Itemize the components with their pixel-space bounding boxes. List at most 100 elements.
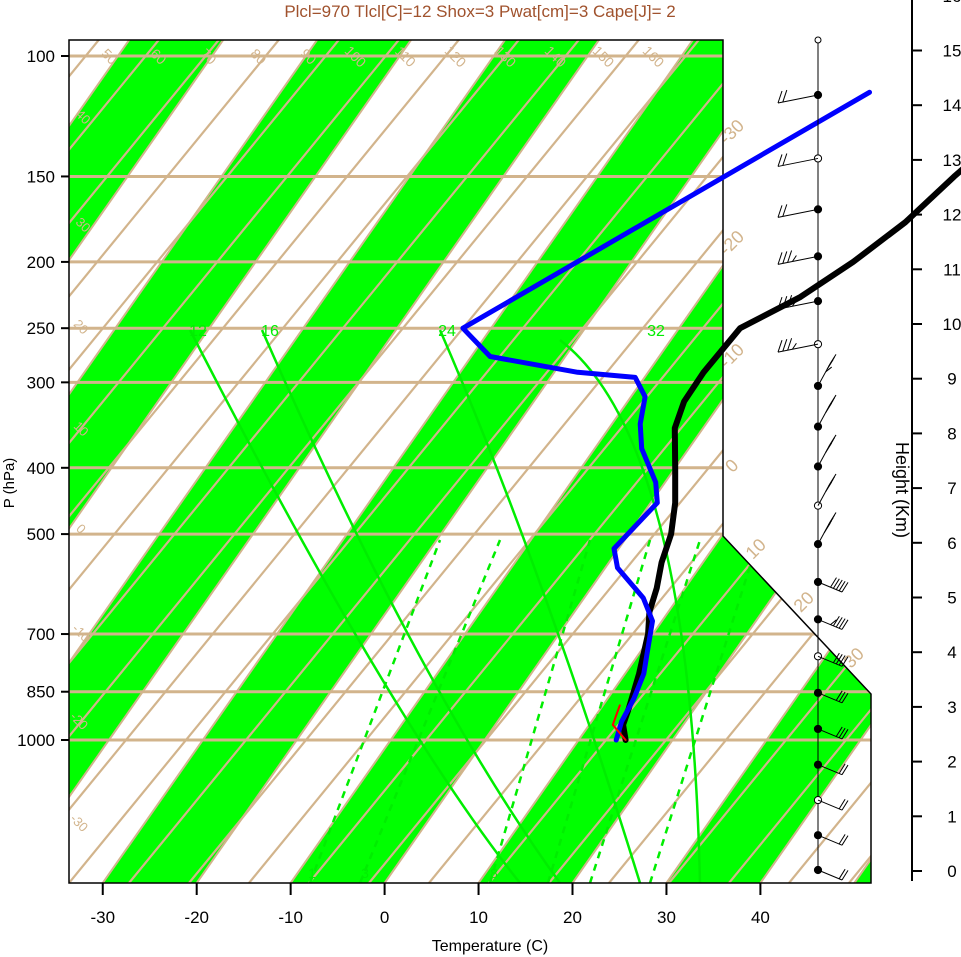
dry-adiabat-line [69,40,730,883]
isotherm-line [69,40,318,883]
height-tick-label: 10 [943,315,961,334]
y-tick-label: 150 [27,167,55,186]
y-tick-label: 500 [27,525,55,544]
height-tick-label: 14 [943,96,961,115]
height-tick-label: 5 [947,589,956,608]
dry-adiabat-line [608,40,871,883]
y-tick-label: 700 [27,625,55,644]
height-tick-label: 0 [947,862,956,881]
height-tick-label: 3 [947,698,956,717]
dry-adiabat-line [668,40,871,883]
isotherm-line [477,40,871,883]
y-axis-label: P (hPa) [1,458,18,509]
isotherm-band [478,40,871,883]
y-tick-label: 400 [27,459,55,478]
wind-barb [817,434,837,467]
wind-barb [817,652,849,667]
wind-barb [817,577,849,593]
isotherm-label: 10 [742,535,770,563]
y-tick-label: 1000 [17,731,55,750]
wind-barb [817,354,837,387]
dry-adiabat-line [248,40,871,883]
dry-adiabat-line [488,40,871,883]
dry-adiabat-line [69,40,550,883]
dry-adiabat-line [69,40,871,883]
isotherm-line [759,40,871,883]
x-tick-label: 30 [657,908,676,927]
isotherm-line [69,40,600,883]
wind-barb [817,726,849,740]
left-adiabat-label: -30 [67,811,91,835]
parcel-profile [611,704,627,741]
wind-barb [777,295,819,310]
moist-adiabat-label: 24 [438,323,456,340]
isotherm-line [101,40,694,883]
chart-title: Plcl=970 Tlcl[C]=12 Shox=3 Pwat[cm]=3 Ca… [284,2,675,21]
isotherm-band [69,40,411,883]
barb-station-top [814,36,822,44]
dry-adiabat-line [69,40,610,883]
height-axis-label: Height (Km) [892,442,912,538]
wind-barb-column [777,36,849,881]
mixing-ratio-line [308,539,442,883]
moist-adiabat-label: 32 [647,323,665,340]
mixing-ratio-line [588,539,702,883]
dry-adiabat-line [428,40,871,883]
wind-barb [817,394,837,427]
dry-adiabat-line [69,40,871,883]
moist-adiabat-label: 16 [261,323,279,340]
dry-adiabat-line [128,40,871,883]
dry-adiabat-label: 160 [640,43,668,71]
mixing-ratio-label: 3 [361,865,369,881]
moist-adiabat-line [260,329,562,883]
mixing-ratio-line [648,559,754,883]
x-tick-label: -30 [90,908,115,927]
height-tick-label: 1 [947,807,956,826]
height-tick-label: 7 [947,479,956,498]
height-tick-label: 13 [943,151,961,170]
wind-barb [817,473,837,506]
height-tick-label: 2 [947,753,956,772]
y-tick-label: 850 [27,683,55,702]
y-tick-label: 200 [27,253,55,272]
wind-barb [817,690,849,704]
wind-barb [817,615,849,630]
height-tick-label: 15 [943,42,961,61]
isotherm-line [69,40,506,883]
isotherm-line [69,40,224,883]
height-tick-label: 11 [943,260,961,279]
wind-barb [777,338,819,353]
wind-barb [817,799,849,811]
height-tick-label: 12 [943,206,961,225]
dry-adiabat-line [69,40,850,883]
dry-adiabat-label: 120 [442,43,470,71]
height-tick-label: 6 [947,534,956,553]
wind-barb [777,204,819,218]
wind-barb [817,868,849,881]
mixing-ratio-label: 8 [490,865,498,881]
isotherm-line [69,40,412,883]
height-tick-label: 16 [943,0,961,6]
x-tick-label: 0 [380,908,389,927]
x-tick-label: 20 [563,908,582,927]
isotherm-band [102,40,787,883]
wind-barb [777,153,819,167]
height-tick-label: 9 [947,370,956,389]
dry-adiabat-line [188,40,871,883]
isotherm-line [665,40,871,883]
moist-adiabat-line [438,329,642,883]
moist-adiabat-line [188,329,521,883]
mixing-ratio-label: 1 [308,865,316,881]
isotherm-band [69,40,599,883]
temperature-profile [620,166,961,743]
height-tick-label: 4 [947,643,956,662]
x-tick-label: -10 [278,908,303,927]
isotherm-label: 0 [721,455,742,476]
mixing-ratio-lines [188,329,754,883]
sounding-profiles [460,89,961,743]
isotherm-band [666,40,871,883]
dewpoint-profile [460,89,872,743]
